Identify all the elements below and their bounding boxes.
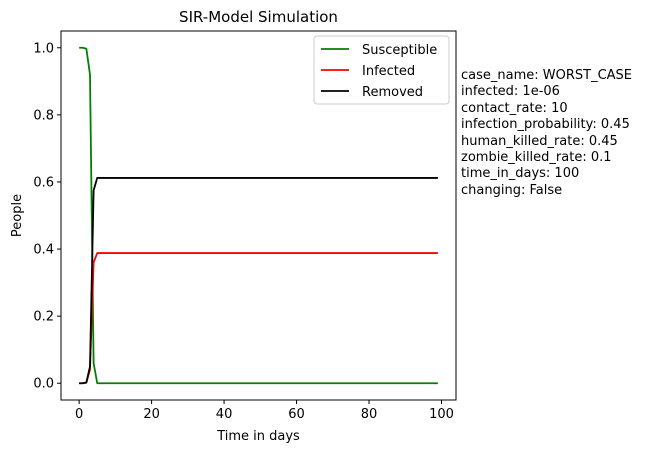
axes-frame xyxy=(60,30,457,401)
chart-title: SIR-Model Simulation xyxy=(179,8,338,26)
series-line-infected xyxy=(79,252,438,385)
x-tick-label: 60 xyxy=(288,407,305,422)
param-human-killed-rate: human_killed_rate: 0.45 xyxy=(461,133,618,149)
x-tick-label: 0 xyxy=(75,407,83,422)
param-case-name: case_name: WORST_CASE xyxy=(461,68,633,83)
legend-label-removed: Removed xyxy=(362,85,423,100)
legend-label-susceptible: Susceptible xyxy=(362,43,437,58)
parameter-block: case_name: WORST_CASE infected: 1e-06 co… xyxy=(461,68,632,199)
y-tick-label: 0.6 xyxy=(33,175,54,190)
legend-box xyxy=(313,35,450,105)
param-infection-probability: infection_probability: 0.45 xyxy=(461,117,630,133)
y-tick-label: 1.0 xyxy=(33,41,54,56)
param-time-in-days: time_in_days: 100 xyxy=(461,166,580,182)
param-zombie-killed-rate: zombie_killed_rate: 0.1 xyxy=(461,150,612,166)
y-axis-label: People xyxy=(10,194,25,237)
y-tick-label: 0.8 xyxy=(33,108,54,123)
param-infected: infected: 1e-06 xyxy=(461,84,560,100)
legend-label-infected: Infected xyxy=(362,64,415,79)
y-tick-label: 0.4 xyxy=(33,243,54,258)
x-tick-label: 100 xyxy=(429,407,454,422)
y-tick-label: 0.0 xyxy=(33,377,54,392)
x-tick-label: 80 xyxy=(361,407,378,422)
param-contact-rate: contact_rate: 10 xyxy=(461,100,568,116)
x-tick-label: 40 xyxy=(216,407,233,422)
series-line-susceptible xyxy=(79,46,438,385)
series-line-removed xyxy=(79,177,438,385)
x-axis-label: Time in days xyxy=(216,429,300,444)
param-changing: changing: False xyxy=(461,182,563,198)
y-tick-label: 0.2 xyxy=(33,310,54,325)
x-tick-label: 20 xyxy=(143,407,160,422)
